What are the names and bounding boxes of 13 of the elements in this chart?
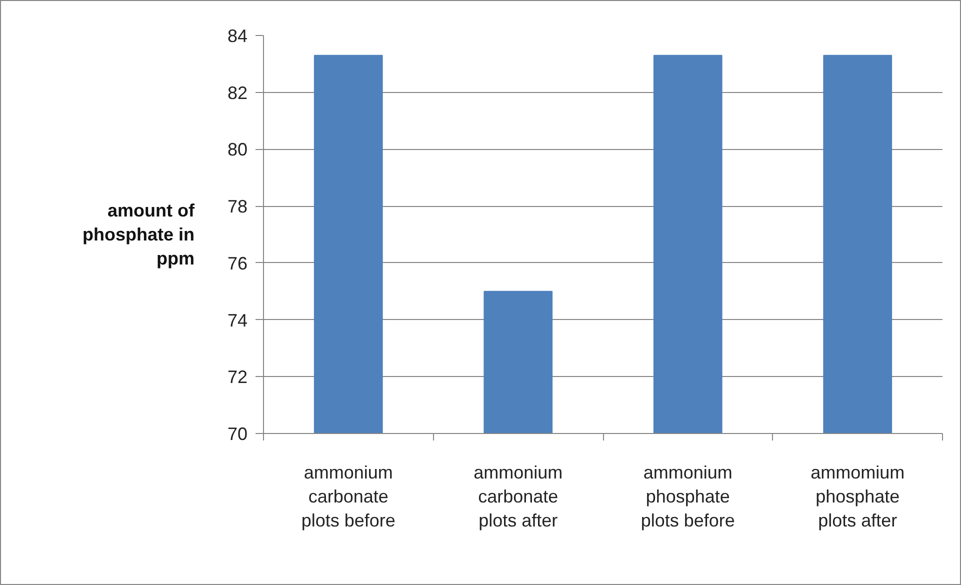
y-tick-label: 74: [227, 310, 248, 330]
y-tick-label: 78: [227, 196, 248, 217]
y-tick-label: 80: [227, 140, 248, 160]
y-tick-label: 72: [227, 367, 248, 388]
x-tick-label: ammomium phosphate plots after: [810, 462, 905, 530]
x-tick-label: ammonium phosphate plots before: [640, 462, 735, 530]
y-axis-title: amount of phosphate in ppm: [82, 200, 196, 268]
y-tick-label: 84: [227, 26, 248, 46]
y-tick-label: 76: [227, 253, 248, 274]
y-tick-label: 70: [227, 424, 248, 444]
x-tick-label: ammonium carbonate plots after: [474, 462, 563, 530]
x-tick-label: ammonium carbonate plots before: [301, 462, 396, 530]
y-tick-label: 82: [227, 82, 248, 103]
